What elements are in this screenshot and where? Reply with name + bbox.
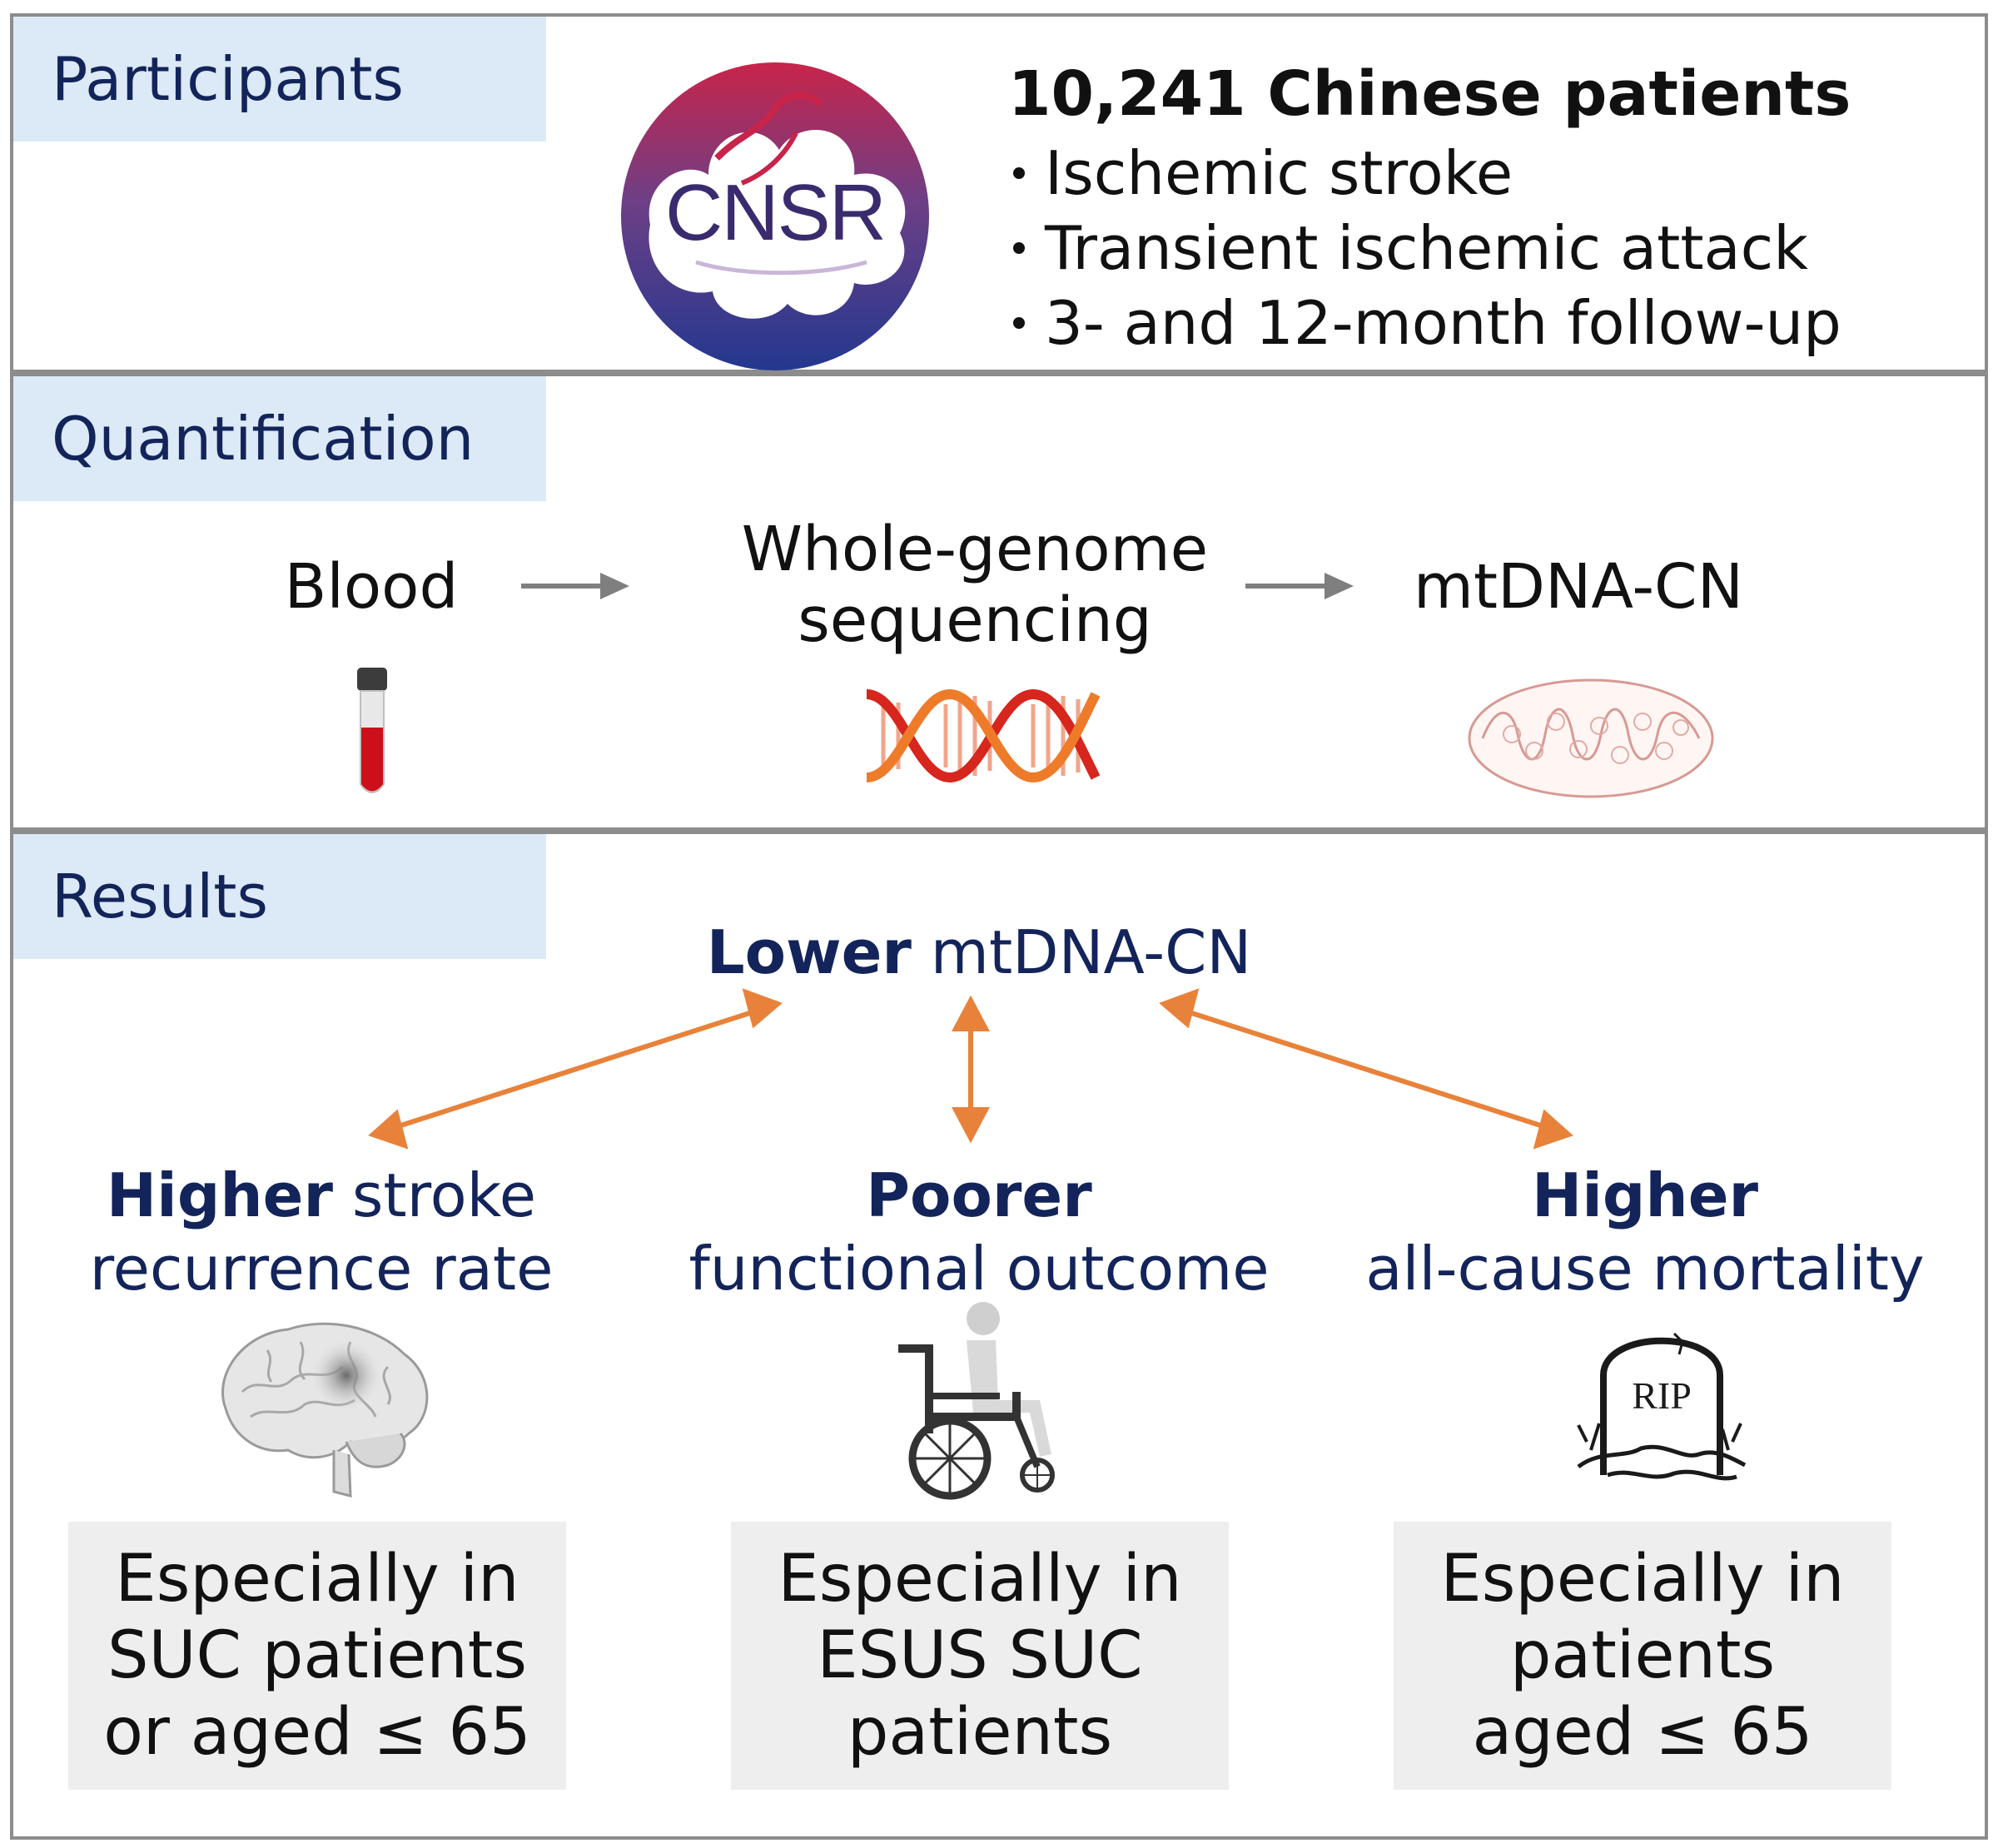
note-recurrence: Especially in SUC patients or aged ≤ 65 bbox=[68, 1522, 566, 1790]
bullet-follow-up: 3- and 12-month follow-up bbox=[1008, 288, 1841, 358]
mitochondrion-icon bbox=[1468, 678, 1714, 798]
results-center-label: Lower mtDNA-CN bbox=[563, 917, 1395, 987]
note-mortality: Especially in patients aged ≤ 65 bbox=[1394, 1522, 1891, 1790]
participants-headline: 10,241 Chinese patients bbox=[1008, 58, 1851, 130]
results-tab: Results bbox=[13, 834, 546, 959]
results-section: Results Lower mtDNA-CN Higher stroke rec… bbox=[10, 831, 1988, 1840]
quantification-tab: Quantification bbox=[13, 376, 546, 501]
bullet-dot bbox=[1013, 317, 1025, 329]
step-blood: Blood bbox=[284, 551, 459, 623]
center-bold: Lower bbox=[706, 917, 912, 987]
results-tab-label: Results bbox=[52, 862, 268, 931]
tombstone-icon: RIP bbox=[1577, 1332, 1747, 1481]
outcome-functional-title: Poorer functional outcome bbox=[688, 1160, 1270, 1304]
bullet-tia: Transient ischemic attack bbox=[1008, 213, 1808, 283]
bullet-dot bbox=[1013, 242, 1025, 254]
step-wgs-line2: sequencing bbox=[798, 584, 1152, 656]
center-rest: mtDNA-CN bbox=[911, 917, 1252, 987]
quantification-tab-label: Quantification bbox=[52, 404, 475, 474]
bullet-ischemic-stroke: Ischemic stroke bbox=[1008, 138, 1513, 208]
quantification-section: Quantification Blood Whole-genome sequen… bbox=[10, 373, 1988, 831]
arrow-right-icon bbox=[521, 573, 629, 599]
step-mtdna: mtDNA-CN bbox=[1413, 551, 1744, 623]
dna-helix-icon bbox=[866, 688, 1101, 783]
outcome-mortality-title: Higher all-cause mortality bbox=[1365, 1160, 1925, 1304]
outcome-recurrence-title: Higher stroke recurrence rate bbox=[89, 1160, 554, 1304]
arrow-right-icon bbox=[1245, 573, 1354, 599]
blood-tube-icon bbox=[357, 668, 387, 793]
tombstone-text: RIP bbox=[1632, 1374, 1692, 1417]
cnsr-logo-text: CNSR bbox=[665, 168, 885, 257]
participants-tab: Participants bbox=[13, 17, 546, 142]
brain-icon bbox=[221, 1322, 429, 1498]
participants-tab-label: Participants bbox=[52, 44, 404, 114]
note-functional: Especially in ESUS SUC patients bbox=[731, 1522, 1229, 1790]
bullet-dot bbox=[1013, 167, 1025, 179]
participants-section: Participants CNSR 10,241 Chinese patient… bbox=[10, 13, 1988, 373]
step-wgs-line1: Whole-genome bbox=[741, 514, 1209, 585]
cnsr-logo: CNSR bbox=[621, 62, 929, 370]
double-arrow-icon bbox=[368, 988, 1573, 1150]
wheelchair-icon bbox=[898, 1302, 1055, 1500]
